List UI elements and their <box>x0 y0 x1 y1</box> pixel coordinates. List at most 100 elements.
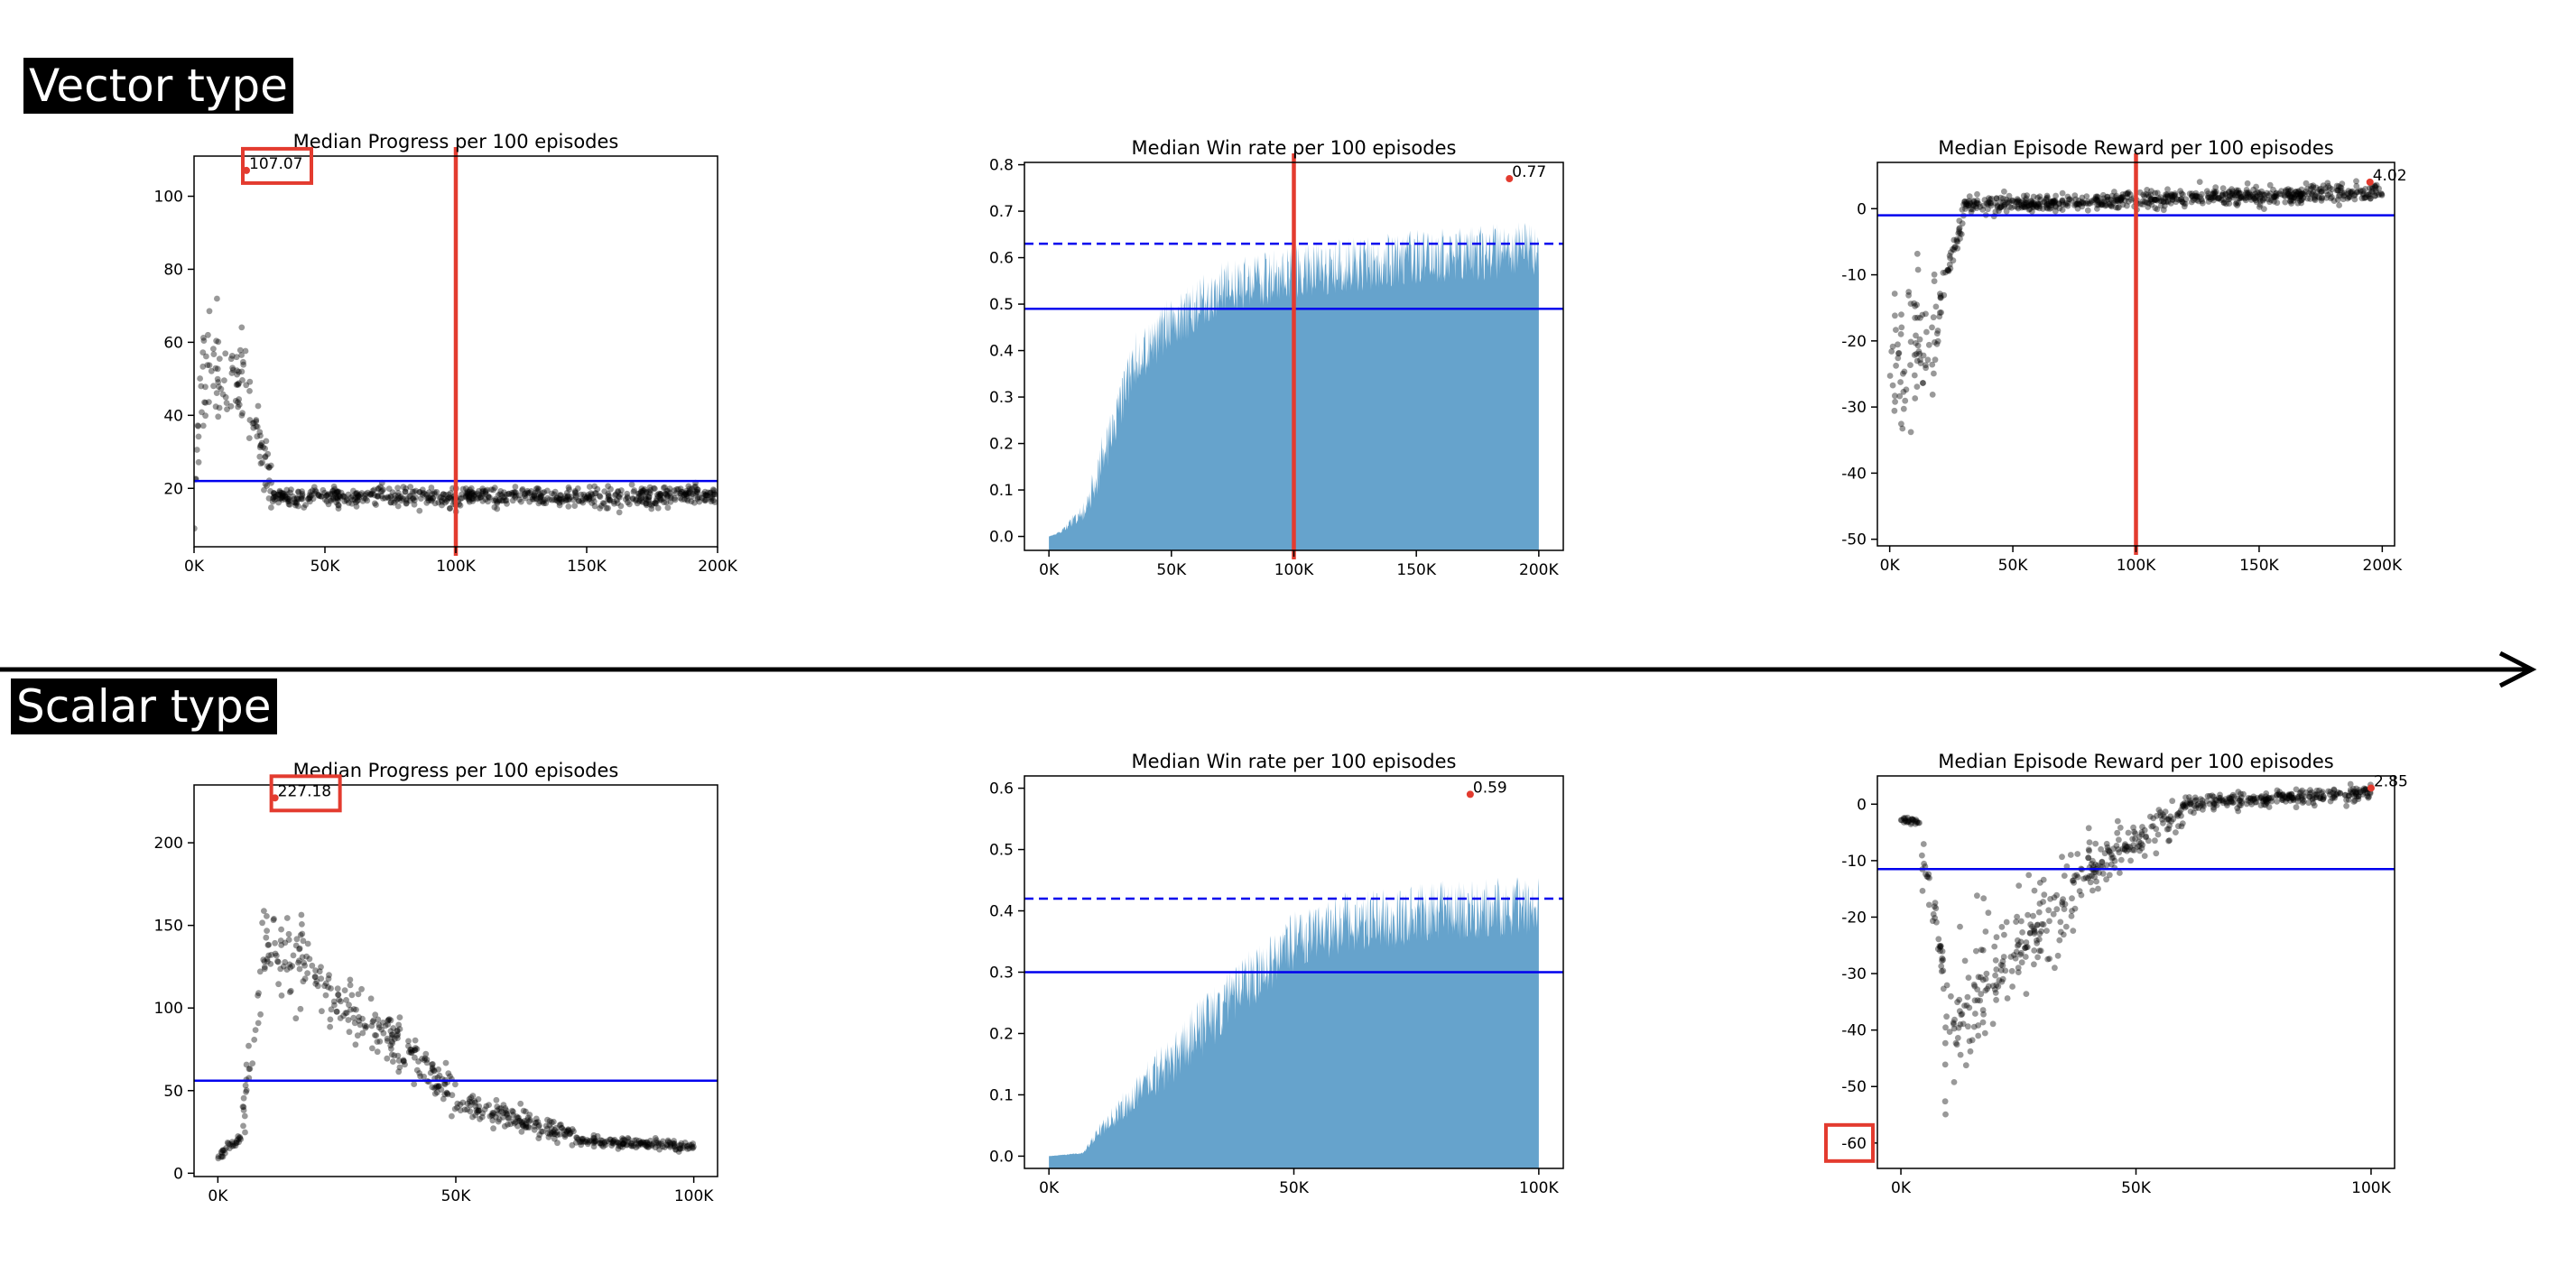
scatter-series <box>1886 178 2386 436</box>
y-tick-label: 0.4 <box>989 343 1014 361</box>
scatter-point <box>238 324 246 331</box>
scatter-point <box>2227 796 2234 802</box>
scatter-point <box>1964 993 1971 1001</box>
scatter-point <box>389 1031 396 1038</box>
scatter-point <box>2252 798 2259 806</box>
scatter-point <box>690 1143 697 1150</box>
scatter-point <box>495 492 502 498</box>
scatter-point <box>233 382 240 388</box>
scatter-point <box>359 497 366 504</box>
scatter-point <box>685 483 692 490</box>
scatter-point <box>352 1041 359 1048</box>
scatter-point <box>228 353 236 359</box>
scatter-point <box>2015 965 2022 972</box>
scatter-point <box>673 486 681 493</box>
scatter-point <box>532 1120 539 1126</box>
scatter-point <box>371 500 378 507</box>
scatter-point <box>236 1135 244 1141</box>
scatter-point <box>1967 199 1974 207</box>
scatter-point <box>2054 952 2062 959</box>
scatter-point <box>369 490 375 497</box>
scatter-point <box>2287 798 2293 804</box>
scatter-point <box>387 1042 394 1049</box>
scatter-point <box>647 487 654 494</box>
scatter-point <box>2251 195 2258 202</box>
scatter-point <box>1895 350 1902 357</box>
scatter-point <box>620 1140 626 1147</box>
scatter-point <box>290 493 296 500</box>
scatter-point <box>1979 207 1986 213</box>
scatter-point <box>418 495 424 502</box>
scatter-point <box>2095 201 2102 208</box>
scatter-point <box>301 504 308 511</box>
scatter-point <box>2274 791 2280 798</box>
scatter-point <box>272 494 278 500</box>
scatter-point <box>416 489 423 495</box>
scatter-point <box>2291 194 2298 201</box>
scatter-point <box>1946 261 1953 268</box>
scatter-point <box>643 489 650 496</box>
scatter-point <box>352 494 359 501</box>
scatter-point <box>667 1140 674 1148</box>
scatter-point <box>304 970 310 976</box>
scatter-point <box>2320 793 2327 799</box>
scatter-point <box>653 500 660 507</box>
scatter-point <box>385 1017 392 1023</box>
scatter-point <box>1895 349 1903 356</box>
scatter-point <box>704 492 711 499</box>
scatter-point <box>315 492 322 499</box>
scatter-point <box>476 487 482 494</box>
scatter-point <box>482 489 489 495</box>
scatter-point <box>2051 198 2057 205</box>
scatter-point <box>2127 191 2134 198</box>
scatter-point <box>498 1108 505 1115</box>
scatter-point <box>671 494 678 502</box>
scatter-point <box>353 1006 359 1013</box>
scatter-point <box>348 992 356 999</box>
scatter-point <box>505 1114 513 1121</box>
scatter-point <box>286 961 293 968</box>
scatter-point <box>2169 194 2176 200</box>
scatter-point <box>2275 790 2283 798</box>
scatter-point <box>2117 197 2124 204</box>
scatter-point <box>2069 908 2075 914</box>
scatter-point <box>474 1109 481 1116</box>
scatter-point <box>279 496 286 503</box>
y-tick-label: 0.3 <box>989 965 1014 983</box>
scatter-point <box>551 491 558 498</box>
scatter-point <box>1948 992 1954 1000</box>
scatter-point <box>2317 793 2324 800</box>
scatter-point <box>253 418 259 425</box>
scatter-point <box>551 1131 559 1138</box>
scatter-point <box>2026 929 2034 937</box>
scatter-point <box>2141 826 2148 834</box>
scatter-point <box>614 497 620 503</box>
y-tick-label: 0.5 <box>989 296 1014 314</box>
scatter-point <box>1930 314 1937 321</box>
scatter-point <box>292 1015 300 1022</box>
scatter-point <box>279 493 286 500</box>
scatter-point <box>2337 191 2343 198</box>
scatter-point <box>617 503 625 510</box>
scatter-point <box>2098 200 2105 207</box>
scatter-point <box>401 1057 407 1065</box>
scatter-point <box>2203 798 2210 805</box>
scatter-point <box>471 1098 478 1104</box>
scatter-point <box>283 915 291 921</box>
scatter-point <box>2238 799 2245 807</box>
scatter-point <box>2180 802 2187 809</box>
scatter-point <box>202 383 208 391</box>
scatter-point <box>441 1091 449 1098</box>
scatter-point <box>233 1140 239 1147</box>
scatter-point <box>1914 266 1922 273</box>
scatter-point <box>2109 199 2117 207</box>
scatter-point <box>2365 191 2372 198</box>
scatter-point <box>2222 190 2229 198</box>
scatter-point <box>535 1123 542 1131</box>
scatter-point <box>2270 193 2277 199</box>
scatter-point <box>2332 791 2340 798</box>
scatter-point <box>495 1118 502 1125</box>
scatter-point <box>2053 891 2060 899</box>
scatter-point <box>648 1141 655 1148</box>
scatter-point <box>570 496 577 503</box>
